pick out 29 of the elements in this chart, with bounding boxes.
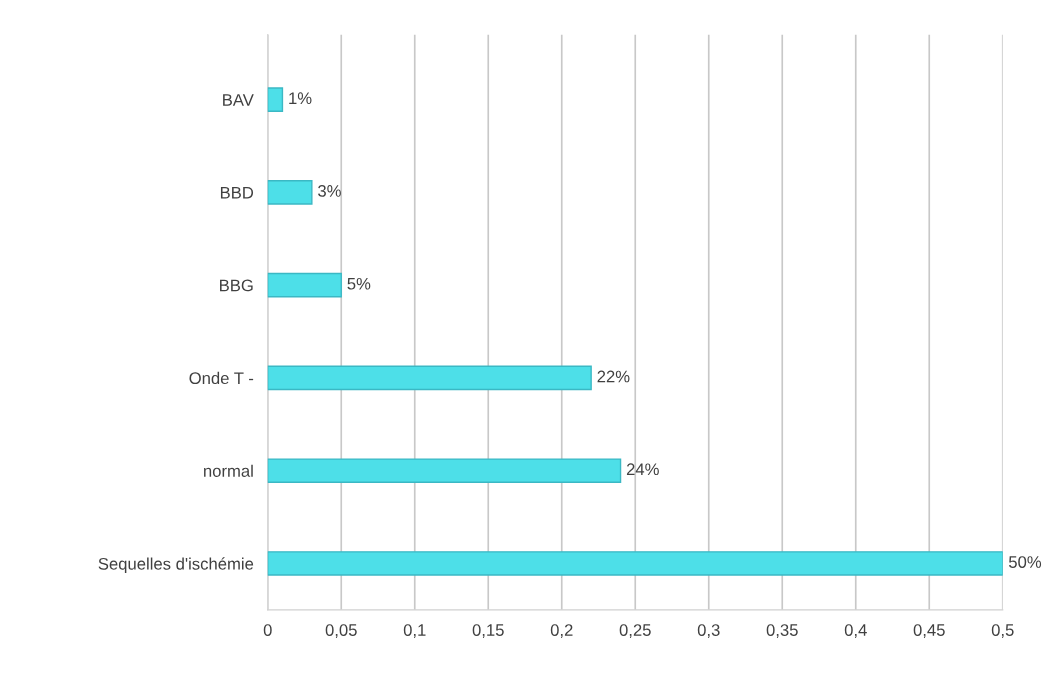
x-tick-label: 0,25 bbox=[619, 624, 651, 638]
x-tick-label: 0,3 bbox=[697, 624, 720, 638]
bar bbox=[267, 272, 342, 298]
bar bbox=[267, 180, 313, 205]
y-tick-label: BBD bbox=[220, 186, 254, 199]
x-tick-label: 0,5 bbox=[991, 624, 1014, 638]
x-tick-label: 0,35 bbox=[766, 624, 798, 638]
bar bbox=[267, 87, 284, 112]
bar bbox=[267, 365, 592, 391]
x-tick-label: 0 bbox=[263, 624, 272, 636]
y-tick-label: BAV bbox=[223, 94, 254, 106]
data-label: 5% bbox=[347, 277, 371, 290]
x-tick-label: 0,45 bbox=[913, 624, 945, 638]
bar bbox=[267, 551, 1003, 576]
y-tick-label: Onde T - bbox=[189, 371, 254, 385]
y-tick-label: BBG bbox=[220, 279, 253, 292]
x-tick-label: 0,1 bbox=[403, 624, 426, 638]
bar bbox=[267, 458, 622, 483]
x-tick-label: 0,2 bbox=[550, 624, 573, 638]
x-tick-label: 0,4 bbox=[844, 624, 867, 638]
data-label: 24% bbox=[626, 463, 659, 476]
y-tick-label: normal bbox=[204, 464, 253, 477]
x-tick-label: 0,15 bbox=[472, 624, 504, 638]
x-tick-label: 0,05 bbox=[325, 624, 357, 638]
data-label: 1% bbox=[289, 92, 312, 104]
data-label: 22% bbox=[597, 370, 630, 383]
y-tick-label: Sequelles d'ischémie bbox=[98, 557, 254, 574]
data-label: 3% bbox=[318, 185, 341, 197]
data-label: 50% bbox=[1008, 556, 1042, 568]
